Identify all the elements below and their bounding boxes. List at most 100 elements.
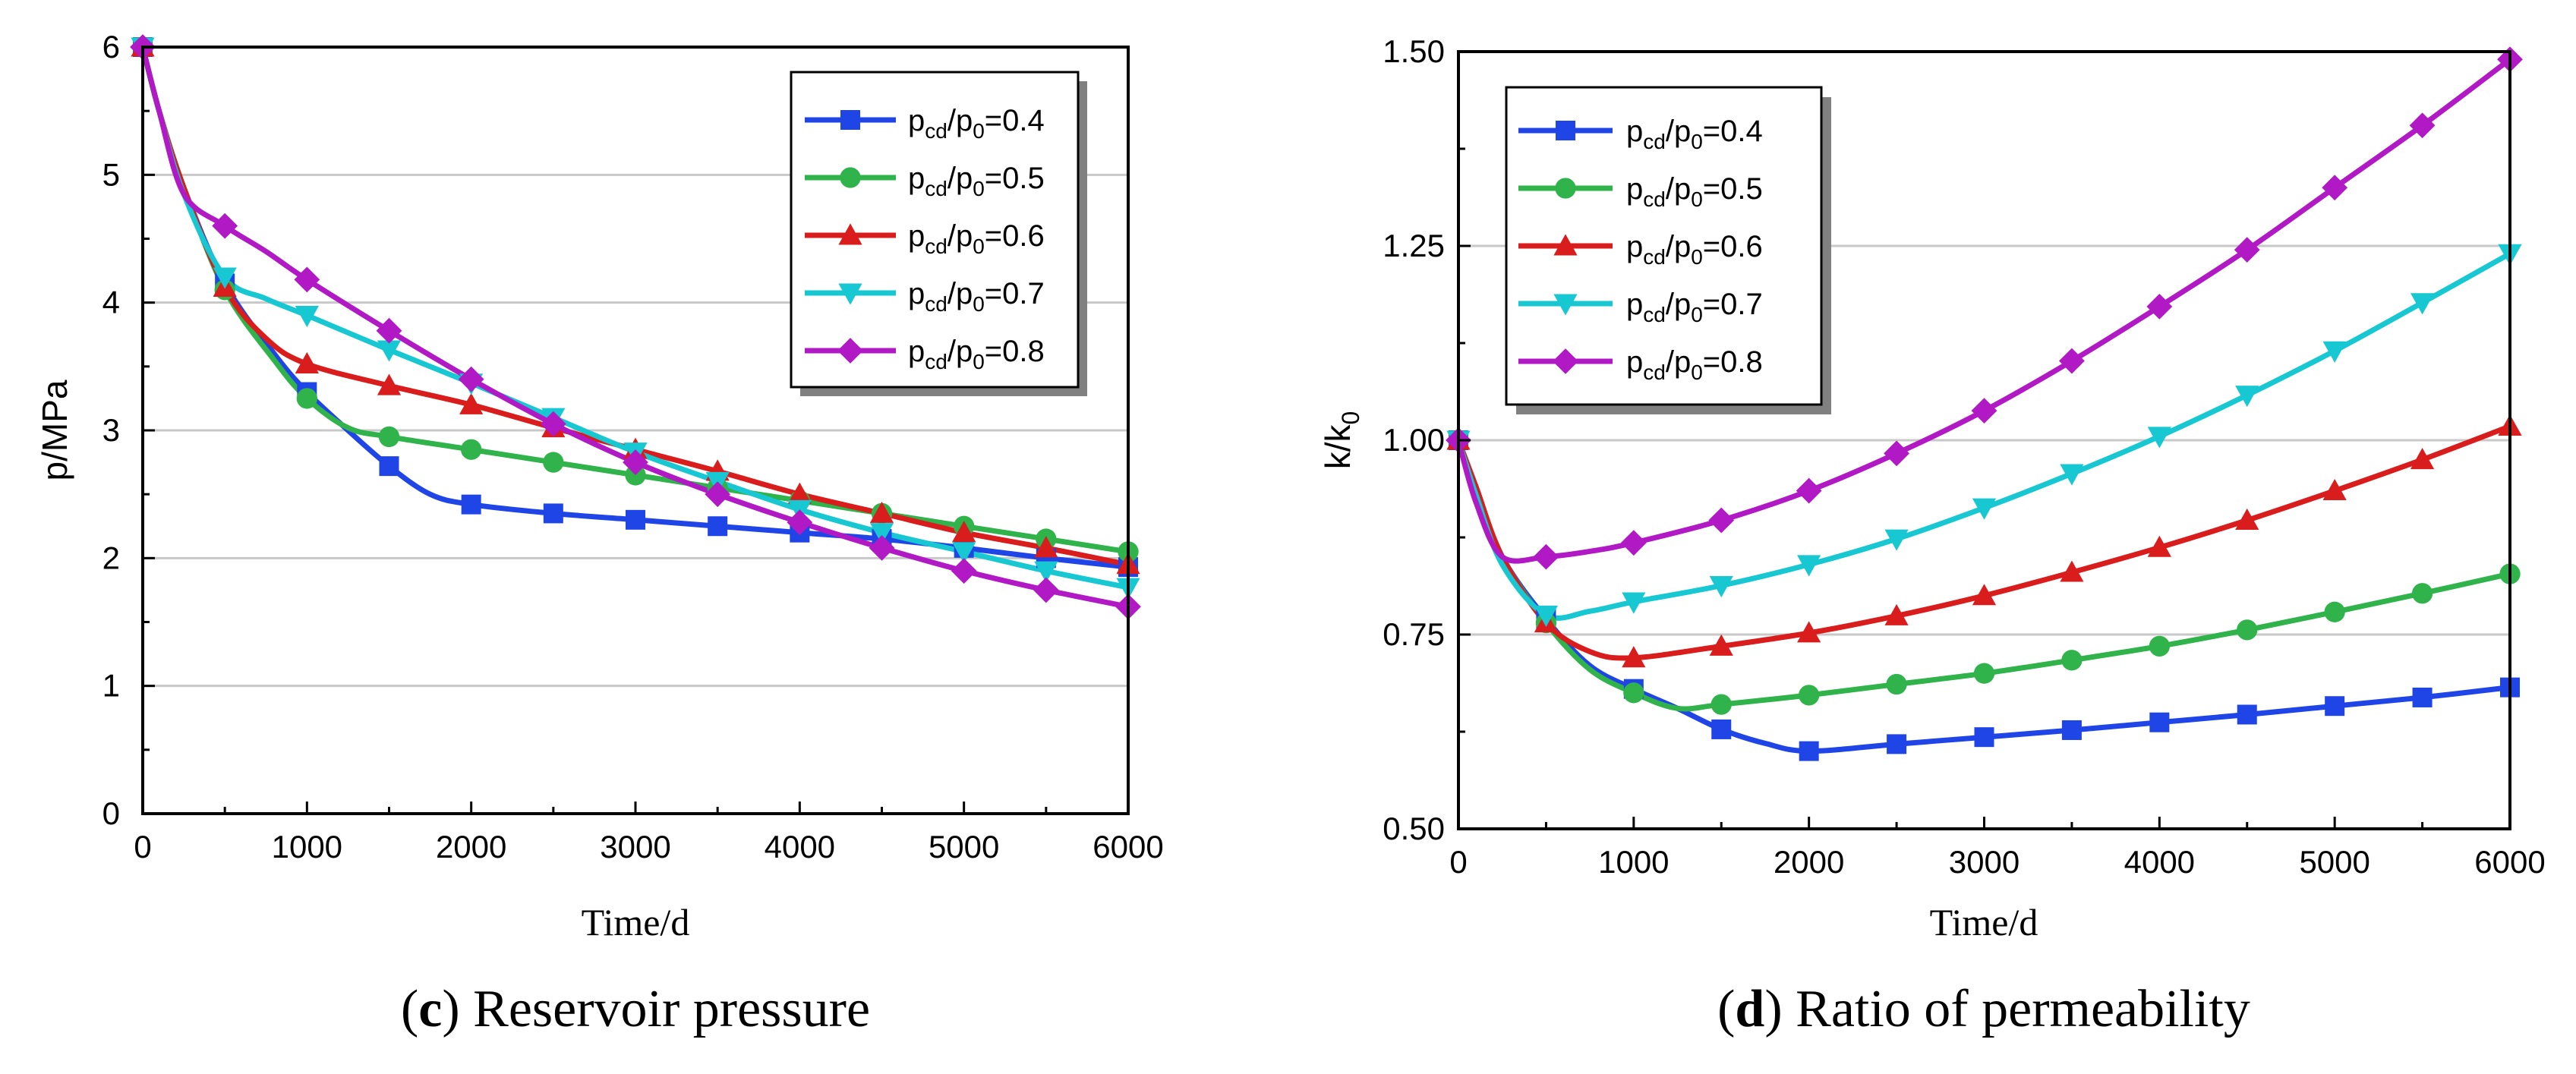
d-legend-label-0-part-4: =0.4 [1703, 115, 1763, 148]
c-series-line-4 [140, 44, 1131, 609]
panel-d-x-tick-labels: 0 1000 2000 3000 4000 5000 6000 [1449, 844, 2545, 880]
c-y-tick-label-6: 6 [102, 29, 120, 65]
d-series-4-point-3 [1708, 507, 1735, 534]
d-series-0-point-6 [1974, 727, 1994, 748]
d-legend-label-2-part-2: /p [1666, 230, 1691, 263]
panel-c-gridlines [143, 173, 1128, 688]
c-legend-label-2-part-0: p [908, 219, 925, 253]
c-legend-label-4: pcd/p0=0.8 [908, 335, 1045, 373]
d-series-4-point-2 [1620, 530, 1647, 556]
d-x-tick-label-0: 0 [1449, 844, 1467, 880]
d-series-2-point-5 [1884, 603, 1909, 625]
d-x-tick-label-4: 4000 [2124, 844, 2195, 880]
c-series-4-point-9 [869, 534, 895, 561]
c-legend-label-4-part-3: 0 [973, 350, 985, 373]
d-series-2-point-11 [2410, 448, 2435, 470]
c-legend-marker-3 [838, 283, 862, 305]
d-legend-marker-3 [1553, 294, 1578, 316]
c-legend-label-3-part-2: /p [947, 277, 973, 310]
c-series-4-point-6 [623, 449, 648, 475]
c-legend-label-3-part-3: 0 [973, 292, 985, 316]
c-series-1-point-2 [296, 388, 317, 409]
d-series-1-point-3 [1711, 694, 1732, 715]
d-legend-label-1-part-1: cd [1643, 187, 1666, 211]
c-series-4-point-4 [458, 366, 484, 392]
d-x-tick-label-5: 5000 [2299, 844, 2369, 880]
d-legend-marker-2 [1553, 234, 1578, 256]
c-legend-marker-4 [837, 338, 863, 364]
c-series-3-point-3 [377, 340, 402, 362]
d-y-tick-label-2: 1.00 [1383, 422, 1445, 458]
d-series-0-point-10 [2325, 696, 2345, 717]
c-x-tick-label-4: 4000 [765, 829, 835, 865]
d-series-1-point-2 [1623, 682, 1644, 704]
d-series-3-point-4 [1797, 555, 1821, 577]
panel-c-caption-title: Reservoir pressure [473, 980, 870, 1038]
c-legend-label-1-part-4: =0.5 [985, 162, 1045, 195]
d-series-0-point-9 [2237, 704, 2257, 725]
c-y-tick-label-1: 1 [102, 668, 120, 704]
panel-d-caption-open-paren: ( [1717, 980, 1735, 1038]
c-series-0-point-6 [626, 509, 645, 530]
d-series-4-point-9 [2234, 237, 2260, 263]
d-x-tick-label-6: 6000 [2474, 844, 2545, 880]
c-legend-marker-0 [840, 110, 860, 130]
panel-c-y-axis-label: p/MPa [35, 380, 74, 480]
d-series-4-point-10 [2322, 175, 2348, 201]
d-series-1-point-10 [2324, 601, 2345, 622]
d-series-4-point-7 [2059, 348, 2085, 374]
d-legend-label-3-part-4: =0.7 [1703, 288, 1763, 321]
c-series-4-point-7 [705, 481, 731, 508]
d-series-1-point-11 [2411, 583, 2433, 604]
d-legend-label-3-part-3: 0 [1691, 303, 1703, 326]
c-series-2-point-4 [459, 392, 484, 414]
panel-d-axis-ticks [1457, 50, 2511, 830]
c-series-1-point-3 [378, 426, 400, 448]
d-series-1-point-5 [1886, 673, 1907, 695]
panel-c-legend-entries: pcd/p0=0.4pcd/p0=0.5pcd/p0=0.6pcd/p0=0.7… [805, 104, 1045, 373]
d-series-2-point-4 [1797, 621, 1821, 643]
d-series-2-point-8 [2147, 535, 2171, 557]
d-legend-label-4-part-0: p [1626, 345, 1643, 379]
d-series-1-point-8 [2149, 635, 2170, 657]
d-legend-label-2-part-0: p [1626, 230, 1643, 263]
d-legend-label-1-part-3: 0 [1691, 187, 1703, 211]
c-legend-label-1: pcd/p0=0.5 [908, 162, 1045, 200]
c-legend-label-2-part-1: cd [925, 235, 947, 258]
panel-d-series-markers [1446, 46, 2523, 761]
c-legend-label-2-part-4: =0.6 [985, 219, 1045, 253]
c-legend-label-0: pcd/p0=0.4 [908, 104, 1045, 143]
c-legend-label-2-part-3: 0 [973, 235, 985, 258]
panel-c-caption-letter: c [418, 980, 442, 1038]
c-y-tick-label-4: 4 [102, 285, 120, 320]
d-legend-label-0: pcd/p0=0.4 [1626, 115, 1763, 153]
c-legend-marker-2 [838, 223, 862, 245]
d-legend-label-4-part-2: /p [1666, 345, 1691, 379]
c-series-0-point-5 [543, 503, 563, 524]
c-series-2-point-10 [952, 521, 976, 543]
panel-c-x-axis-label: Time/d [582, 901, 690, 943]
panel-d-y-axis-label-base: k/k [1318, 424, 1357, 470]
d-legend-label-1-part-4: =0.5 [1703, 172, 1763, 206]
c-series-4-point-5 [540, 411, 566, 437]
d-legend-label-0-part-3: 0 [1691, 130, 1703, 153]
panel-c-caption: (c) Reservoir pressure [401, 980, 870, 1038]
c-legend-label-3-part-4: =0.7 [985, 277, 1045, 310]
d-series-3-point-2 [1622, 592, 1646, 614]
d-series-4-point-8 [2146, 293, 2173, 320]
d-x-tick-label-1: 1000 [1598, 844, 1669, 880]
c-legend-label-4-part-1: cd [925, 350, 947, 373]
c-series-0-point-3 [379, 456, 399, 477]
c-y-tick-label-3: 3 [102, 412, 120, 448]
c-series-4-point-11 [1033, 577, 1059, 603]
c-series-2-point-9 [869, 501, 894, 523]
d-series-0-point-5 [1887, 734, 1907, 754]
c-x-tick-label-2: 2000 [436, 829, 506, 865]
panel-c-legend: pcd/p0=0.4pcd/p0=0.5pcd/p0=0.6pcd/p0=0.7… [790, 71, 1087, 396]
c-legend-label-3: pcd/p0=0.7 [908, 277, 1045, 316]
d-series-2-point-9 [2235, 508, 2259, 530]
panel-c-y-tick-labels: 0 1 2 3 4 5 6 [102, 29, 120, 831]
panel-c-series-markers [130, 34, 1141, 620]
